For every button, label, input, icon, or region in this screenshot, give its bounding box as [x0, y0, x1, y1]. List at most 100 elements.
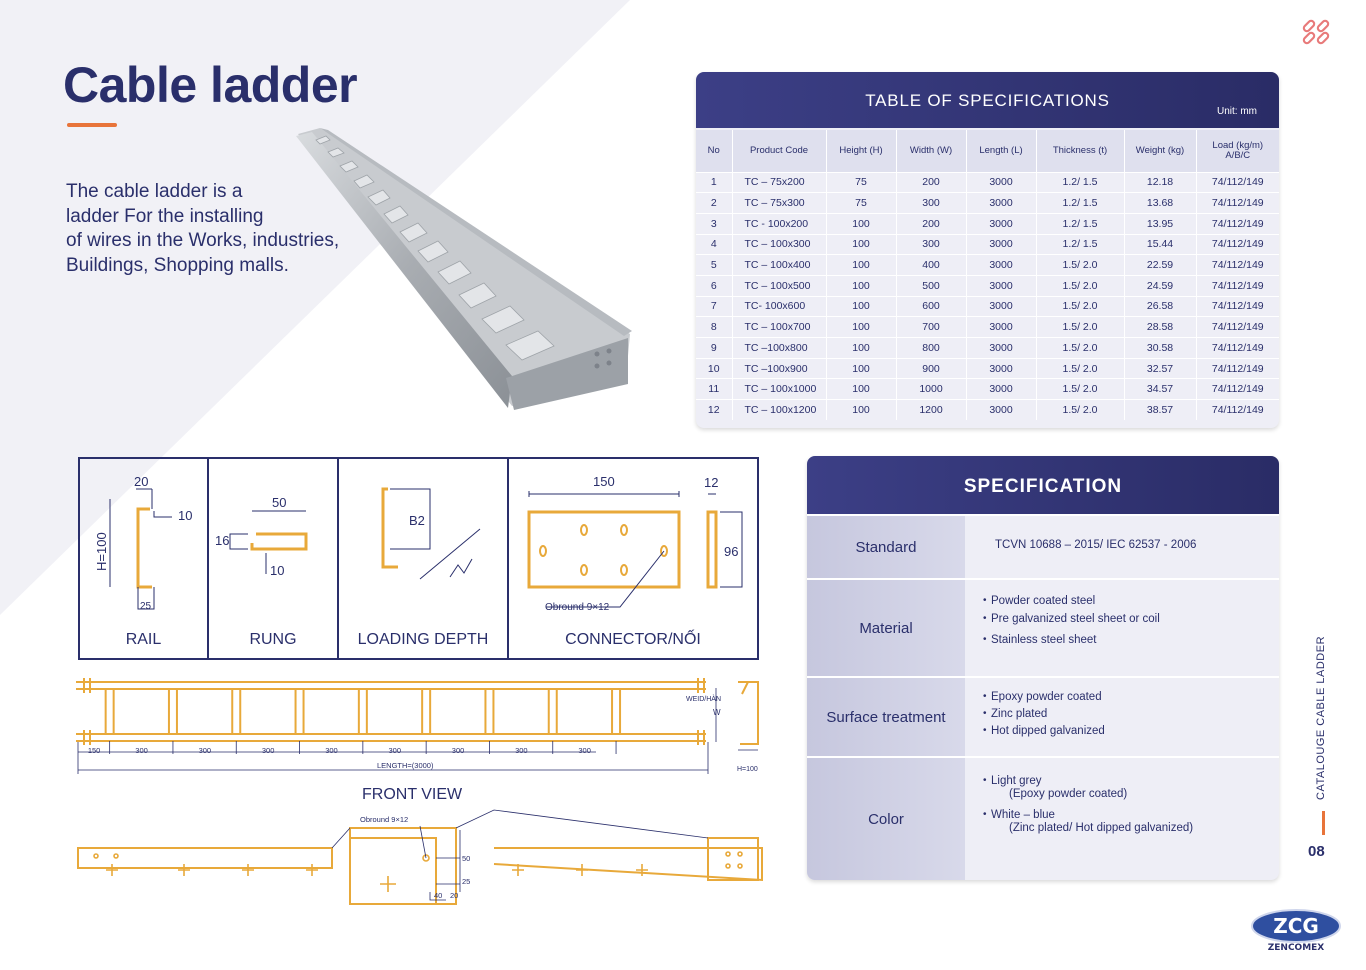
connector-dim-thick: 12 — [704, 475, 718, 490]
table-cell: 3000 — [966, 337, 1037, 359]
table-row: 1 TC – 75x200 75 200 3000 1.2/ 1.5 12.18 74/112… — [696, 171, 1279, 193]
table-cell: 8 — [696, 316, 733, 338]
table-cell: 9 — [696, 337, 733, 359]
intro-text: The cable ladder is a ladder For the ins… — [66, 180, 376, 278]
table-cell: 74/112/149 — [1196, 274, 1279, 297]
table-cell: 3000 — [966, 378, 1037, 400]
loading-dim-label: B2 — [409, 513, 425, 528]
side-accent — [1322, 811, 1325, 835]
zencomex-logo: ZCG ZENCOMEX — [1251, 909, 1341, 953]
table-cell: 6 — [696, 274, 733, 297]
section-profiles-drawing: 20 10 H=100 25 50 16 10 B2 150 12 96 Obr… — [94, 474, 743, 613]
table-cell: 11 — [696, 378, 733, 400]
intro-line: of wires in the Works, industries, — [66, 230, 340, 251]
table-row: 8 TC – 100x700 100 700 3000 1.5/ 2.0 28.58 74/1… — [696, 316, 1279, 338]
front-end-plate — [707, 837, 759, 881]
table-cell: 600 — [896, 295, 967, 317]
table-cell: TC – 100x400 — [732, 254, 827, 276]
intro-line: Buildings, Shopping malls. — [66, 254, 289, 276]
table-cell: 100 — [826, 357, 897, 379]
rail-dim-top: 20 — [134, 474, 148, 489]
front-left-rail — [77, 847, 333, 869]
table-cell: TC - 100x200 — [732, 212, 827, 235]
table-cell: 3000 — [966, 316, 1037, 338]
table-cell: 74/112/149 — [1196, 316, 1279, 338]
table-cell: 400 — [896, 254, 967, 276]
table-cell: TC – 100x300 — [732, 233, 827, 255]
column-header: Length (L) — [966, 130, 1037, 172]
table-cell: 300 — [896, 233, 967, 255]
column-header: Width (W) — [896, 130, 967, 172]
connector-dim-lines — [528, 491, 743, 608]
table-row: 2 TC – 75x300 75 300 3000 1.2/ 1.5 13.68 74/112… — [696, 192, 1279, 214]
column-header: Thickness (t) — [1036, 130, 1125, 172]
material-item: Powder coated steel — [983, 594, 1095, 608]
divider — [507, 459, 509, 658]
table-cell: 100 — [826, 378, 897, 400]
cable-ladder-photo — [296, 128, 632, 410]
rung-dim-left: 16 — [215, 533, 229, 548]
page-number: 08 — [1308, 843, 1325, 860]
plan-w-label: W — [713, 708, 721, 717]
table-cell: TC – 100x1200 — [732, 399, 827, 421]
table-cell: 75 — [826, 192, 897, 214]
table-row: 3 TC - 100x200 100 200 3000 1.2/ 1.5 13.95 74/1… — [696, 212, 1279, 235]
table-cell: 4 — [696, 233, 733, 255]
table-cell: 1.5/ 2.0 — [1036, 274, 1125, 297]
table-cell: 300 — [896, 192, 967, 214]
specification-title: SPECIFICATION — [963, 476, 1123, 497]
standard-value: TCVN 10688 – 2015/ IEC 62537 - 2006 — [995, 539, 1197, 551]
loading-depth-profile — [381, 487, 398, 569]
rail-dim-bottom: 25 — [140, 601, 152, 612]
table-row: 5 TC – 100x400 100 400 3000 1.5/ 2.0 22.59 74/1… — [696, 254, 1279, 276]
connector-holes — [539, 524, 668, 576]
column-header: Product Code — [732, 130, 827, 172]
divider — [207, 459, 209, 658]
table-row: 9 TC –100x800 100 800 3000 1.5/ 2.0 30.58 74/11… — [696, 337, 1279, 359]
table-cell: 3000 — [966, 233, 1037, 255]
catalogue-side-label: CATALOUGE CABLE LADDER — [1315, 635, 1327, 800]
table-cell: 100 — [826, 254, 897, 276]
color-item: Light grey — [983, 774, 1041, 788]
table-cell: 100 — [826, 337, 897, 359]
table-cell: 74/112/149 — [1196, 357, 1279, 379]
table-cell: TC – 100x500 — [732, 274, 827, 297]
table-cell: TC – 100x1000 — [732, 378, 827, 400]
plan-top-rail — [76, 681, 706, 690]
table-cell: 38.57 — [1124, 399, 1197, 421]
rung-label: RUNG — [249, 631, 297, 648]
connector-dim-height: 96 — [724, 544, 738, 559]
spec-row-material: Material Powder coated steel Pre galvani… — [807, 578, 1279, 676]
plan-spacing-label: 300 — [515, 746, 528, 755]
surface-item: Zinc plated — [983, 707, 1047, 721]
table-cell: 22.59 — [1124, 254, 1197, 276]
table-header-row: No Product Code Height (H) Width (W) Len… — [696, 130, 1279, 172]
front-hole-label: Obround 9×12 — [360, 815, 408, 824]
front-dim-lines — [331, 809, 709, 901]
plan-rung — [611, 689, 622, 734]
table-cell: 3000 — [966, 192, 1037, 214]
table-cell: 1 — [696, 171, 733, 193]
connector-side — [706, 510, 718, 589]
table-cell: 1.2/ 1.5 — [1036, 212, 1125, 235]
plan-spacing-ticks — [109, 741, 617, 754]
title-underline — [67, 123, 117, 127]
table-cell: 12 — [696, 399, 733, 421]
front-dim-25: 25 — [462, 877, 470, 886]
spec-key: Standard — [807, 516, 965, 578]
table-row: 7 TC- 100x600 100 600 3000 1.5/ 2.0 26.58 74/11… — [696, 295, 1279, 317]
plan-spacing-label: 300 — [262, 746, 275, 755]
table-cell: 13.68 — [1124, 192, 1197, 214]
connector-dim-width: 150 — [593, 474, 615, 489]
table-cell: 10 — [696, 357, 733, 379]
table-cell: 200 — [896, 171, 967, 193]
table-cell: 3 — [696, 212, 733, 235]
table-row: 6 TC – 100x500 100 500 3000 1.5/ 2.0 24.59 74/1… — [696, 274, 1279, 297]
connector-plate — [527, 510, 681, 589]
table-cell: 500 — [896, 274, 967, 297]
decorative-links-icon — [1302, 19, 1330, 45]
table-cell: TC – 100x700 — [732, 316, 827, 338]
table-cell: 100 — [826, 399, 897, 421]
table-cell: 700 — [896, 316, 967, 338]
table-cell: 900 — [896, 357, 967, 379]
